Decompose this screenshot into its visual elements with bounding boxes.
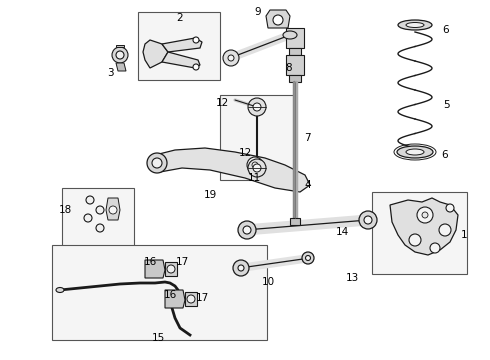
Circle shape <box>243 226 251 234</box>
Circle shape <box>228 55 234 61</box>
Circle shape <box>253 103 261 111</box>
Circle shape <box>417 207 433 223</box>
Polygon shape <box>289 75 301 82</box>
Text: 1: 1 <box>461 230 467 240</box>
Circle shape <box>167 265 175 273</box>
Circle shape <box>422 212 428 218</box>
Polygon shape <box>116 45 124 47</box>
Ellipse shape <box>406 23 424 27</box>
Text: 2: 2 <box>177 13 183 23</box>
Polygon shape <box>106 198 120 220</box>
Circle shape <box>302 252 314 264</box>
Polygon shape <box>143 40 168 68</box>
Text: 7: 7 <box>304 133 310 143</box>
Circle shape <box>187 295 195 303</box>
Circle shape <box>305 256 311 261</box>
Text: 19: 19 <box>203 190 217 200</box>
Polygon shape <box>289 48 301 55</box>
Circle shape <box>430 243 440 253</box>
Text: 14: 14 <box>335 227 348 237</box>
Text: 6: 6 <box>441 150 448 160</box>
Circle shape <box>233 260 249 276</box>
Circle shape <box>273 15 283 25</box>
Circle shape <box>446 204 454 212</box>
Polygon shape <box>165 262 177 276</box>
Bar <box>372 192 467 274</box>
Circle shape <box>96 224 104 232</box>
Ellipse shape <box>397 146 433 158</box>
Circle shape <box>238 221 256 239</box>
Circle shape <box>86 196 94 204</box>
Polygon shape <box>390 198 458 255</box>
Text: 4: 4 <box>305 180 311 190</box>
Circle shape <box>116 51 124 59</box>
Text: 5: 5 <box>442 100 449 110</box>
Text: 12: 12 <box>238 148 252 158</box>
Ellipse shape <box>283 31 297 39</box>
Circle shape <box>253 164 261 172</box>
Polygon shape <box>290 218 300 225</box>
Circle shape <box>439 224 451 236</box>
Circle shape <box>248 98 266 116</box>
Polygon shape <box>266 10 290 28</box>
Bar <box>138 12 220 80</box>
Polygon shape <box>150 148 310 192</box>
Polygon shape <box>286 28 304 48</box>
Text: 9: 9 <box>255 7 261 17</box>
Circle shape <box>247 157 263 173</box>
Text: 3: 3 <box>107 68 113 78</box>
Text: 16: 16 <box>163 290 176 300</box>
Circle shape <box>364 216 372 224</box>
Circle shape <box>359 211 377 229</box>
Polygon shape <box>165 290 185 308</box>
Bar <box>62 188 134 250</box>
Ellipse shape <box>398 20 432 30</box>
Circle shape <box>84 214 92 222</box>
Text: 13: 13 <box>345 273 359 283</box>
Text: 6: 6 <box>442 25 449 35</box>
Circle shape <box>152 158 162 168</box>
Circle shape <box>248 159 266 177</box>
Circle shape <box>112 47 128 63</box>
Bar <box>52 245 267 340</box>
Text: 17: 17 <box>196 293 209 303</box>
Text: 10: 10 <box>262 277 274 287</box>
Circle shape <box>238 265 244 271</box>
Circle shape <box>109 206 117 214</box>
Text: 12: 12 <box>216 98 229 108</box>
Polygon shape <box>162 52 200 68</box>
Circle shape <box>96 206 104 214</box>
Polygon shape <box>116 63 126 71</box>
Ellipse shape <box>406 149 424 155</box>
Text: 11: 11 <box>247 173 261 183</box>
Bar <box>220 95 295 180</box>
Circle shape <box>193 64 199 70</box>
Ellipse shape <box>56 288 64 292</box>
Circle shape <box>252 162 258 168</box>
Polygon shape <box>286 55 304 75</box>
Text: 8: 8 <box>286 63 293 73</box>
Circle shape <box>223 50 239 66</box>
Polygon shape <box>145 260 165 278</box>
Circle shape <box>193 37 199 43</box>
Polygon shape <box>185 292 197 306</box>
Text: 16: 16 <box>144 257 157 267</box>
Text: 15: 15 <box>151 333 165 343</box>
Polygon shape <box>162 38 202 52</box>
Text: 18: 18 <box>58 205 72 215</box>
Circle shape <box>147 153 167 173</box>
Circle shape <box>409 234 421 246</box>
Text: 17: 17 <box>175 257 189 267</box>
